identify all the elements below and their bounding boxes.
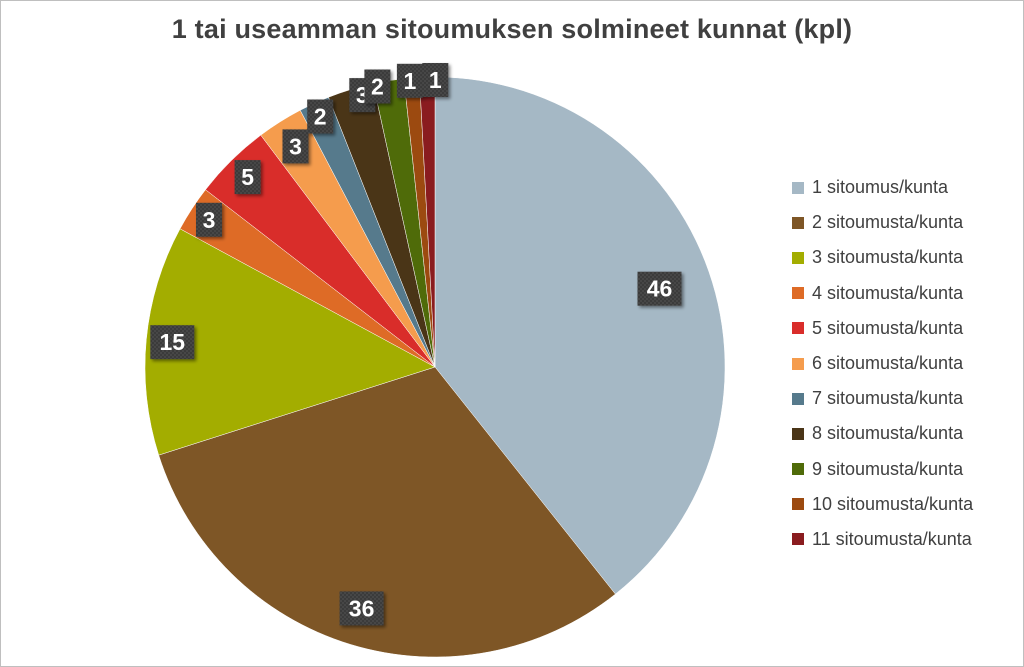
data-label-text: 36: [349, 595, 375, 621]
legend-swatch: [792, 498, 804, 511]
legend-swatch: [792, 357, 804, 370]
legend-label: 8 sitoumusta/kunta: [812, 423, 964, 444]
data-label-box: [637, 271, 682, 306]
data-label-box: [364, 69, 391, 104]
data-label-text: 2: [371, 74, 384, 100]
legend-label: 10 sitoumusta/kunta: [812, 493, 974, 514]
legend-item: 1 sitoumus/kunta: [792, 170, 973, 205]
data-label-text: 1: [404, 68, 417, 94]
legend-swatch: [792, 533, 804, 546]
legend-swatch: [792, 322, 804, 335]
legend-swatch: [792, 427, 804, 440]
pie-slice-2: [158, 366, 616, 658]
legend-label: 4 sitoumusta/kunta: [812, 282, 964, 303]
legend-item: 2 sitoumusta/kunta: [792, 205, 973, 240]
legend-label: 11 sitoumusta/kunta: [812, 528, 972, 549]
legend-swatch: [792, 181, 804, 194]
data-label-text: 1: [429, 67, 442, 93]
data-label-3: 15: [150, 325, 195, 360]
data-label-text: 15: [160, 329, 186, 355]
legend-label: 6 sitoumusta/kunta: [812, 353, 964, 374]
data-label-9: 2: [364, 69, 391, 104]
data-label-text: 3: [203, 207, 216, 233]
pie-slices: [144, 76, 726, 658]
data-label-box: [422, 63, 449, 97]
data-label-6: 3: [282, 129, 309, 164]
data-label-box: [339, 591, 384, 626]
chart-title: 1 tai useamman sitoumuksen solmineet kun…: [171, 14, 853, 44]
chart-legend: 1 sitoumus/kunta 2 sitoumusta/kunta 3 sito…: [792, 170, 973, 557]
legend-swatch: [792, 463, 804, 476]
legend-item: 7 sitoumusta/kunta: [792, 381, 973, 416]
data-label-7: 2: [307, 99, 334, 134]
data-label-box: [196, 202, 222, 237]
legend-swatch: [792, 251, 804, 264]
data-label-text: 5: [241, 164, 254, 190]
pie-slice-3: [144, 228, 436, 456]
legend-label: 7 sitoumusta/kunta: [812, 388, 964, 409]
legend-item: 11 sitoumusta/kunta: [792, 522, 973, 557]
pie-slice-1: [434, 76, 726, 595]
data-label-4: 3: [196, 202, 222, 237]
data-label-11: 1: [422, 63, 449, 97]
legend-item: 8 sitoumusta/kunta: [792, 416, 973, 451]
legend-label: 9 sitoumusta/kunta: [812, 458, 964, 479]
data-label-box: [396, 63, 423, 98]
legend-label: 5 sitoumusta/kunta: [812, 317, 964, 338]
legend-item: 3 sitoumusta/kunta: [792, 240, 973, 275]
data-label-box: [282, 129, 309, 164]
legend-item: 10 sitoumusta/kunta: [792, 487, 973, 522]
legend-swatch: [792, 216, 804, 229]
data-label-10: 1: [396, 63, 423, 98]
data-label-text: 3: [289, 133, 302, 159]
legend-item: 5 sitoumusta/kunta: [792, 311, 973, 346]
legend-swatch: [792, 287, 804, 300]
legend-label: 1 sitoumus/kunta: [812, 177, 949, 198]
data-label-5: 5: [234, 160, 261, 195]
legend-item: 4 sitoumusta/kunta: [792, 276, 973, 311]
legend-item: 9 sitoumusta/kunta: [792, 452, 973, 487]
legend-swatch: [792, 392, 804, 405]
data-label-box: [234, 160, 261, 195]
legend-label: 2 sitoumusta/kunta: [812, 212, 964, 233]
data-label-box: [150, 325, 195, 360]
legend-label: 3 sitoumusta/kunta: [812, 247, 964, 268]
data-label-text: 2: [314, 104, 327, 130]
data-label-1: 46: [637, 271, 682, 306]
data-label-2: 36: [339, 591, 384, 626]
data-label-box: [307, 99, 334, 134]
legend-item: 6 sitoumusta/kunta: [792, 346, 973, 381]
data-label-text: 46: [647, 276, 673, 302]
